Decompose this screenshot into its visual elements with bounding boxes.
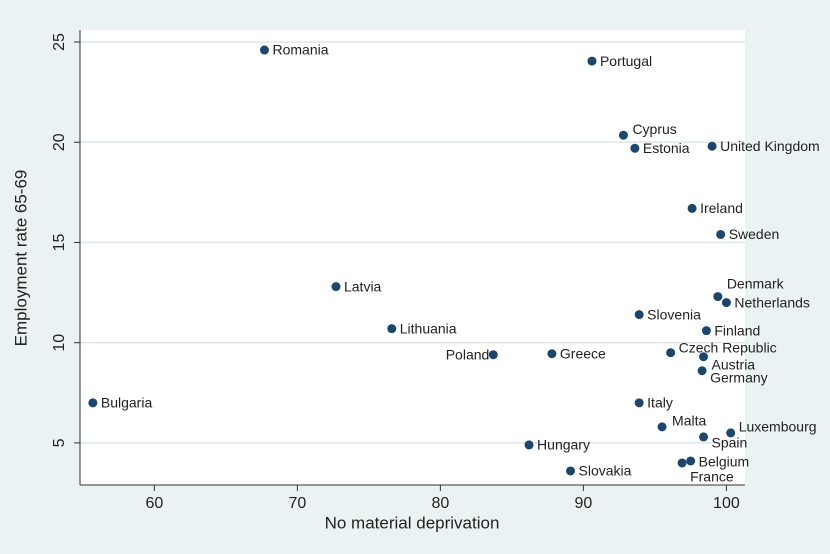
x-tick-label: 90 — [574, 495, 592, 512]
point — [716, 229, 726, 239]
x-tick-label: 80 — [431, 495, 449, 512]
point-label: Latvia — [344, 278, 382, 294]
point-label: Estonia — [643, 140, 690, 156]
point — [699, 432, 709, 442]
point-label: Romania — [272, 42, 328, 58]
point-label: Slovenia — [647, 306, 701, 322]
point — [259, 45, 269, 55]
point — [630, 143, 640, 153]
point-label: Denmark — [727, 275, 785, 291]
point-label: Portugal — [600, 53, 652, 69]
y-tick-label: 10 — [51, 334, 68, 352]
point-label: Greece — [560, 345, 606, 361]
x-tick-label: 60 — [145, 495, 163, 512]
point-label: Slovakia — [579, 463, 632, 479]
point — [677, 458, 687, 468]
point-label: Czech Republic — [679, 339, 777, 355]
x-axis-title: No material deprivation — [325, 513, 500, 532]
point — [587, 56, 597, 66]
y-tick-label: 25 — [51, 33, 68, 51]
point-label: Luxembourg — [739, 419, 817, 435]
point — [88, 398, 98, 408]
point — [566, 466, 576, 476]
point-label: United Kingdom — [720, 138, 820, 154]
point-label: Belgium — [699, 454, 750, 470]
point — [707, 141, 717, 151]
point — [666, 348, 676, 358]
point — [634, 310, 644, 320]
point — [331, 282, 341, 292]
point — [721, 298, 731, 308]
point — [618, 130, 628, 140]
point-label: Malta — [672, 413, 706, 429]
point-label: Lithuania — [400, 320, 457, 336]
point — [657, 422, 667, 432]
plot-area — [80, 30, 745, 485]
point — [387, 324, 397, 334]
y-axis-title: Employment rate 65-69 — [11, 170, 30, 347]
point-label: Italy — [647, 395, 673, 411]
point-label: Finland — [714, 322, 760, 338]
point-label: Austria — [712, 356, 756, 372]
point — [547, 349, 557, 359]
point — [488, 350, 498, 360]
point — [686, 456, 696, 466]
point-label: Hungary — [537, 437, 590, 453]
point — [697, 366, 707, 376]
point — [524, 440, 534, 450]
point-label: Cyprus — [632, 121, 676, 137]
point — [701, 326, 711, 336]
point — [699, 352, 709, 362]
point-label: Spain — [712, 435, 748, 451]
y-tick-label: 5 — [51, 438, 68, 447]
x-tick-label: 70 — [288, 495, 306, 512]
x-tick-label: 100 — [713, 495, 740, 512]
y-tick-label: 20 — [51, 133, 68, 151]
point — [634, 398, 644, 408]
point-label: France — [690, 469, 734, 485]
point — [726, 428, 736, 438]
point-label: Ireland — [700, 200, 743, 216]
point — [687, 203, 697, 213]
point-label: Sweden — [729, 226, 780, 242]
point-label: Poland — [446, 346, 490, 362]
point-label: Netherlands — [734, 294, 810, 310]
y-tick-label: 15 — [51, 233, 68, 251]
point-label: Bulgaria — [101, 395, 153, 411]
point — [713, 292, 723, 302]
point-label: Germany — [710, 369, 768, 385]
